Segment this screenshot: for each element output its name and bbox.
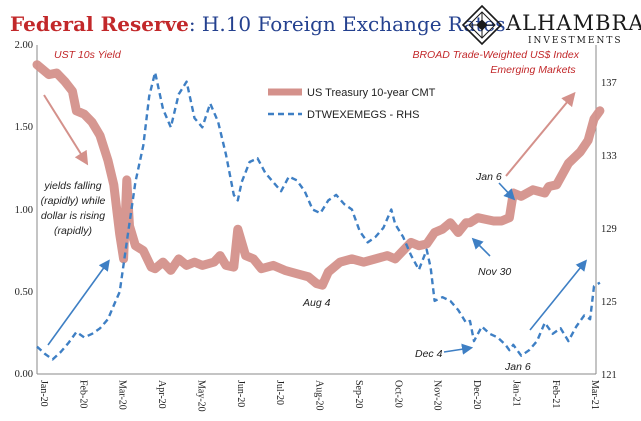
right-axis-label-2: Emerging Markets xyxy=(490,64,576,76)
x-tick-label: Apr-20 xyxy=(156,380,167,409)
arrow-dec4 xyxy=(443,343,474,355)
annotation-nov30: Nov 30 xyxy=(478,266,511,278)
legend-label-treasury: US Treasury 10-year CMT xyxy=(307,87,436,99)
title-rest: : H.10 Foreign Exchange Rates xyxy=(189,12,506,36)
annotation-jan6-bottom: Jan 6 xyxy=(504,361,531,373)
x-tick-label: Oct-20 xyxy=(392,380,403,408)
right-tick: 129 xyxy=(601,224,617,235)
x-tick-label: May-20 xyxy=(196,380,207,412)
x-tick-label: Feb-21 xyxy=(550,380,561,408)
x-tick-label: Jun-20 xyxy=(235,380,246,407)
arrow-yields-rising xyxy=(505,91,576,177)
plot-area xyxy=(36,45,597,375)
annotation-yields: yields falling (rapidly) while dollar is… xyxy=(41,180,106,237)
x-tick-label: Jul-20 xyxy=(274,380,285,405)
arrow-dollar-rising xyxy=(47,259,110,346)
legend: US Treasury 10-year CMT DTWEXEMEGS - RHS xyxy=(268,87,436,121)
left-tick: 2.00 xyxy=(15,40,33,51)
arrow-dollar-turn xyxy=(529,259,588,331)
x-tick-label: Dec-20 xyxy=(471,380,482,409)
logo-name: ALHAMBRA xyxy=(505,11,641,35)
x-axis-ticks: Jan-20 Feb-20 Mar-20 Apr-20 May-20 Jun-20 Jul-… xyxy=(38,380,600,412)
x-tick-label: Jan-21 xyxy=(510,380,521,407)
annotation-jan6-top: Jan 6 xyxy=(475,171,502,183)
x-tick-label: Mar-21 xyxy=(589,380,600,410)
series-line-treasury xyxy=(32,60,605,290)
left-tick: 0.00 xyxy=(15,369,33,380)
right-tick: 125 xyxy=(601,297,617,308)
series-line-dollar xyxy=(36,71,601,361)
annotation-line: (rapidly) while xyxy=(41,195,106,207)
x-tick-label: Aug-20 xyxy=(314,380,325,411)
x-tick-label: Sep-20 xyxy=(353,380,364,408)
legend-label-dollar: DTWEXEMEGS - RHS xyxy=(307,109,419,121)
left-axis-ticks: 0.00 0.50 1.00 1.50 2.00 xyxy=(15,40,33,380)
right-tick: 121 xyxy=(601,370,617,381)
right-tick: 137 xyxy=(601,78,617,89)
annotation-aug4: Aug 4 xyxy=(302,297,331,309)
left-tick: 1.50 xyxy=(15,122,33,133)
annotation-dec4: Dec 4 xyxy=(415,348,443,360)
arrow-nov30 xyxy=(471,237,491,257)
x-tick-label: Feb-20 xyxy=(77,380,88,408)
arrow-yields-falling xyxy=(43,94,89,166)
x-tick-label: Mar-20 xyxy=(117,380,128,410)
annotation-line: yields falling xyxy=(43,180,101,192)
left-axis-label: UST 10s Yield xyxy=(54,49,122,61)
left-tick: 1.00 xyxy=(15,205,33,216)
x-tick-label: Nov-20 xyxy=(432,380,443,411)
annotation-line: dollar is rising xyxy=(41,210,105,222)
x-tick-label: Jan-20 xyxy=(38,380,49,407)
left-tick: 0.50 xyxy=(15,287,33,298)
right-axis-label-1: BROAD Trade-Weighted US$ Index xyxy=(412,49,579,61)
title-bold: Federal Reserve xyxy=(10,12,189,36)
right-tick: 133 xyxy=(601,151,617,162)
logo-sub: INVESTMENTS xyxy=(528,36,623,46)
right-axis-ticks: 121 125 129 133 137 xyxy=(601,78,617,381)
annotation-line: (rapidly) xyxy=(54,225,92,237)
chart-title: Federal Reserve: H.10 Foreign Exchange R… xyxy=(10,12,506,36)
arrow-jan6-top xyxy=(498,182,516,201)
